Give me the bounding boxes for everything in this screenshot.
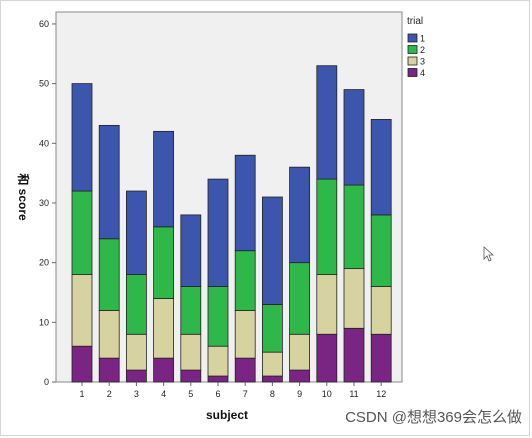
bar-segment — [71, 274, 93, 347]
bar-segment — [234, 250, 256, 311]
bar-segment — [234, 357, 256, 383]
bar-segment — [207, 178, 229, 287]
legend-label: 2 — [420, 45, 425, 55]
bar-segment — [98, 238, 120, 311]
bar-segment — [234, 309, 256, 359]
legend-swatch — [407, 68, 418, 77]
x-tick-label: 9 — [297, 389, 302, 399]
x-axis: 1 2 3 4 5 6 7 8 9 10 11 12 — [79, 382, 386, 399]
y-tick-label: 50 — [39, 79, 49, 89]
x-tick-label: 10 — [322, 389, 332, 399]
bar-segment — [180, 214, 202, 287]
bar-segment — [370, 214, 392, 287]
bar-segment — [98, 357, 120, 383]
bar-segment — [207, 345, 229, 377]
bar-segment — [261, 304, 283, 353]
bar-segment — [234, 154, 256, 252]
bar-segment — [71, 345, 93, 383]
bar-segment — [316, 274, 338, 335]
legend: trial 12 34 — [407, 16, 425, 78]
bar-segment — [153, 298, 175, 359]
bar-segment — [180, 286, 202, 335]
bar-segment — [370, 119, 392, 216]
bar-segment — [207, 375, 229, 383]
x-tick-label: 7 — [243, 389, 248, 399]
cursor-icon — [483, 246, 495, 262]
bar-segment — [343, 89, 365, 186]
bar-segment — [180, 369, 202, 383]
bar-segment — [289, 166, 311, 264]
bar-segment — [343, 327, 365, 383]
bar-segment — [289, 262, 311, 335]
bar-segment — [153, 130, 175, 228]
bar-segment — [126, 274, 147, 335]
bar-segment — [126, 190, 147, 275]
bar-segment — [261, 351, 283, 377]
y-tick-label: 60 — [39, 19, 49, 29]
bar-segment — [289, 333, 311, 371]
bar-segment — [289, 369, 311, 383]
bar-segment — [261, 196, 283, 305]
bar-segment — [180, 333, 202, 371]
bar-segment — [316, 333, 338, 383]
legend-label: 3 — [420, 57, 425, 67]
watermark-text: CSDN @想想369会怎么做 — [345, 409, 522, 426]
x-tick-label: 6 — [215, 389, 220, 399]
x-axis-title: subject — [206, 408, 248, 422]
legend-swatch — [407, 45, 418, 54]
bar-segment — [98, 309, 120, 359]
x-tick-label: 12 — [376, 389, 386, 399]
bar-segment — [98, 124, 120, 240]
bar-segment — [343, 268, 365, 329]
x-tick-label: 5 — [188, 389, 193, 399]
bar-segment — [316, 178, 338, 275]
legend-label: 1 — [420, 34, 425, 44]
bar-segment — [71, 83, 93, 192]
bar-segment — [316, 65, 338, 180]
legend-swatch — [407, 33, 418, 43]
x-tick-label: 2 — [107, 389, 112, 399]
x-tick-label: 1 — [79, 389, 84, 399]
bars-group — [71, 65, 392, 383]
y-tick-label: 30 — [39, 198, 49, 208]
y-tick-label: 20 — [39, 258, 49, 268]
x-tick-label: 3 — [134, 389, 139, 399]
bar-segment — [207, 286, 229, 347]
bar-segment — [153, 357, 175, 383]
bar-segment — [370, 286, 392, 335]
bar-segment — [126, 333, 147, 371]
legend-label: 4 — [420, 68, 425, 78]
bar-segment — [126, 369, 147, 383]
x-tick-label: 8 — [270, 389, 275, 399]
y-axis-title: 和 score — [16, 172, 31, 221]
y-tick-label: 10 — [39, 317, 49, 327]
bar-segment — [370, 333, 392, 383]
y-tick-label: 40 — [39, 138, 49, 148]
x-tick-label: 4 — [161, 389, 166, 399]
bar-segment — [343, 184, 365, 270]
x-tick-label: 11 — [349, 389, 358, 399]
y-axis: 0 10 20 30 40 50 60 — [39, 19, 56, 387]
y-tick-label: 0 — [44, 377, 49, 387]
legend-title: trial — [407, 16, 423, 27]
bar-segment — [71, 190, 93, 275]
bar-segment — [153, 226, 175, 299]
legend-swatch — [407, 56, 418, 66]
bar-segment — [261, 375, 283, 383]
